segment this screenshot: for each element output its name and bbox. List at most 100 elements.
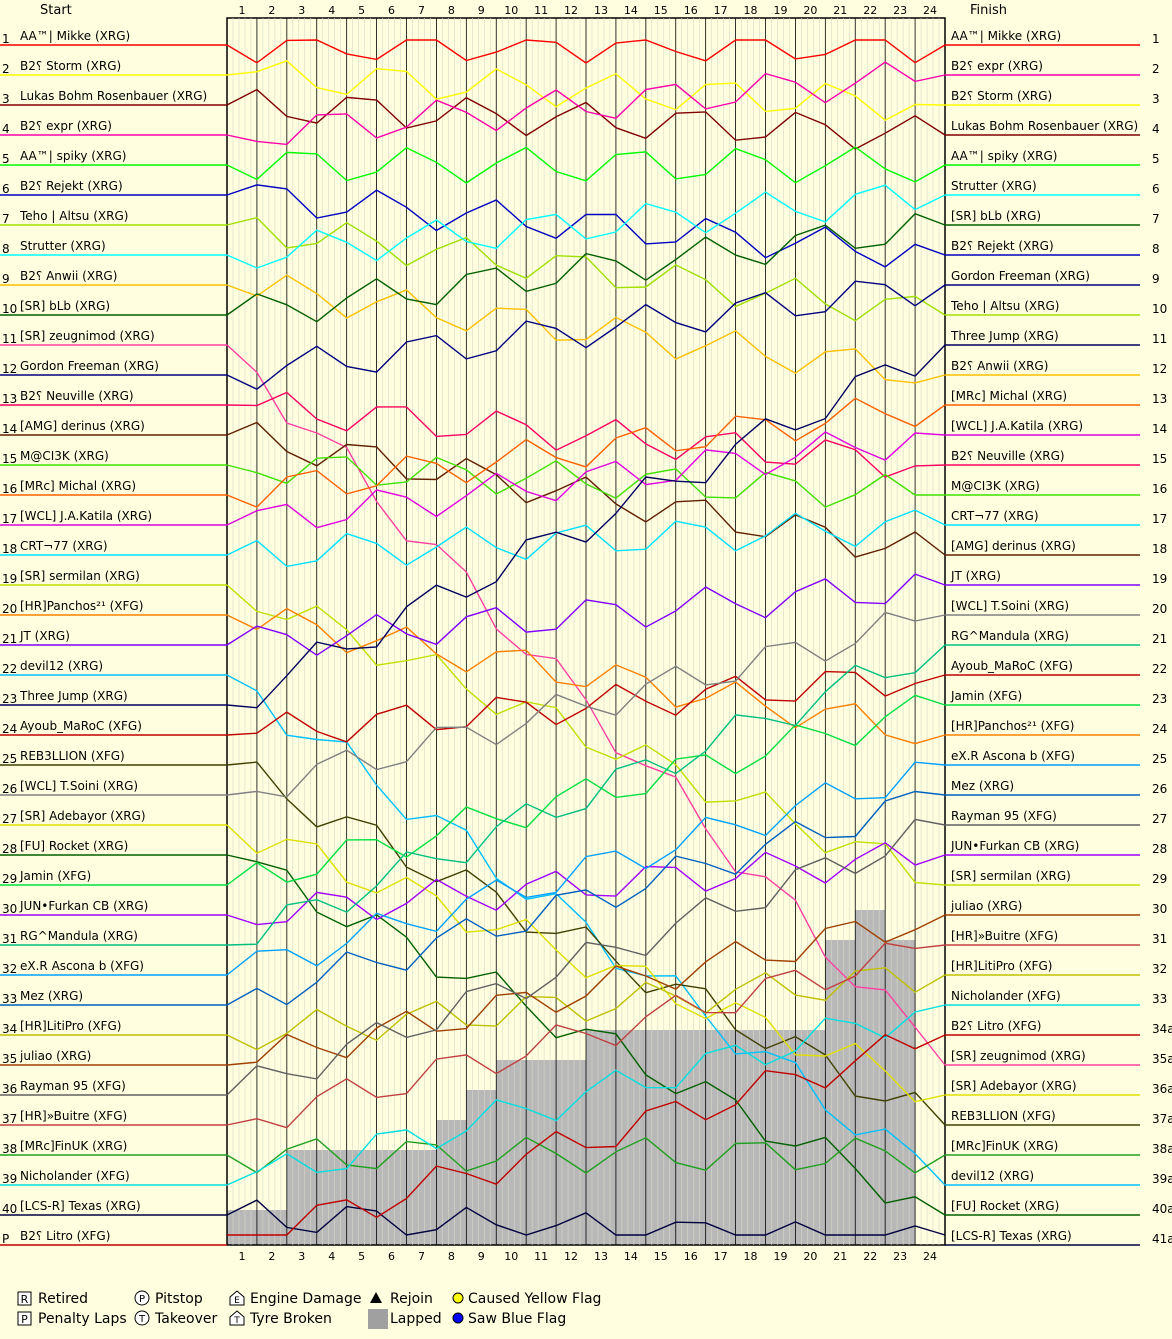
position-trace xyxy=(226,611,946,798)
finish-driver-name: Three Jump (XRG) xyxy=(950,329,1059,343)
position-trace xyxy=(226,854,946,1216)
finish-driver-name: juliao (XRG) xyxy=(950,899,1022,913)
start-position-number: 28 xyxy=(2,842,17,856)
finish-position-number: 31 xyxy=(1152,932,1167,946)
start-driver-name: B2؟ expr (XRG) xyxy=(20,119,112,133)
finish-driver-name: B2؟ Storm (XRG) xyxy=(951,89,1052,103)
lapped-area xyxy=(227,910,916,1245)
finish-driver-name: [FU] Rocket (XRG) xyxy=(951,1199,1059,1213)
finish-driver-name: Gordon Freeman (XRG) xyxy=(951,269,1090,283)
finish-driver-name: [WCL] J.A.Katila (XRG) xyxy=(951,419,1083,433)
lap-label-top: 16 xyxy=(684,4,698,17)
finish-position-number: 24 xyxy=(1152,722,1167,736)
start-position-number: 3 xyxy=(2,92,10,106)
finish-driver-name: JT (XRG) xyxy=(950,569,1001,583)
legend-label: Takeover xyxy=(154,1311,217,1327)
finish-driver-name: B2؟ Litro (XFG) xyxy=(951,1019,1041,1033)
legend-item: R Retired xyxy=(17,1291,88,1307)
legend-icon-letter: P xyxy=(139,1294,145,1305)
lap-label-top: 20 xyxy=(803,4,817,17)
start-position-number: 5 xyxy=(2,152,10,166)
start-driver-name: B2؟ Storm (XRG) xyxy=(20,59,121,73)
finish-driver-name: JUN•Furkan CB (XRG) xyxy=(950,839,1079,853)
grid-lines: 1122334455667788991010111112121313141415… xyxy=(226,4,946,1263)
lapped-block xyxy=(496,1060,527,1245)
lapped-block xyxy=(556,1060,586,1245)
legend-triangle-icon xyxy=(370,1292,382,1303)
finish-position-number: 7 xyxy=(1152,212,1160,226)
lapped-block xyxy=(765,1030,796,1245)
position-trace xyxy=(226,818,946,1096)
position-trace xyxy=(226,431,946,529)
start-position-number: 21 xyxy=(2,632,17,646)
lapped-block xyxy=(645,1030,676,1245)
start-position-number: 18 xyxy=(2,542,17,556)
legend-label: Lapped xyxy=(390,1311,442,1327)
finish-driver-name: [HR]LitiPro (XFG) xyxy=(951,959,1052,973)
start-position-number: 38 xyxy=(2,1142,17,1156)
start-position-number: 7 xyxy=(2,212,10,226)
position-trace xyxy=(226,421,946,558)
position-trace xyxy=(226,644,946,946)
legend-label: Pitstop xyxy=(155,1291,203,1307)
lap-label-top: 14 xyxy=(624,4,638,17)
finish-position-number: 41a xyxy=(1152,1232,1172,1246)
position-trace xyxy=(226,274,946,384)
lap-label-bottom: 16 xyxy=(684,1250,698,1263)
finish-position-number: 21 xyxy=(1152,632,1167,646)
finish-driver-name: [AMG] derinus (XRG) xyxy=(951,539,1076,553)
lap-label-bottom: 4 xyxy=(328,1250,335,1263)
lap-label-bottom: 13 xyxy=(594,1250,608,1263)
legend-icon-letter: P xyxy=(21,1313,28,1326)
legend-label: Saw Blue Flag xyxy=(468,1311,566,1327)
lap-label-bottom: 19 xyxy=(773,1250,787,1263)
start-driver-name: AA™| Mikke (XRG) xyxy=(20,29,130,43)
position-trace xyxy=(226,39,946,64)
finish-driver-name: [WCL] T.Soini (XRG) xyxy=(951,599,1069,613)
finish-driver-name: REB3LLION (XFG) xyxy=(951,1109,1056,1123)
finish-driver-name: [SR] Adebayor (XRG) xyxy=(951,1079,1077,1093)
lap-label-top: 5 xyxy=(358,4,365,17)
position-trace xyxy=(226,914,946,1066)
legend-item: P Penalty Laps xyxy=(17,1311,127,1327)
lap-label-bottom: 6 xyxy=(388,1250,395,1263)
lap-label-bottom: 15 xyxy=(654,1250,668,1263)
lapped-block xyxy=(675,1030,706,1245)
position-trace xyxy=(226,456,945,508)
start-position-number: 8 xyxy=(2,242,10,256)
finish-driver-name: [MRc]FinUK (XRG) xyxy=(951,1139,1058,1153)
start-driver-name: B2؟ Litro (XFG) xyxy=(20,1229,110,1243)
finish-position-number: 33 xyxy=(1152,992,1167,1006)
lapped-block xyxy=(705,1030,736,1245)
legend-label: Caused Yellow Flag xyxy=(468,1291,601,1307)
position-traces xyxy=(226,39,946,1236)
lapped-block xyxy=(855,910,886,1245)
finish-position-number: 5 xyxy=(1152,152,1160,166)
legend-square-icon xyxy=(17,1291,32,1306)
finish-position-number: 36a xyxy=(1152,1082,1172,1096)
lapped-block xyxy=(227,1210,257,1245)
start-driver-name: Three Jump (XRG) xyxy=(19,689,128,703)
legend-item: T Tyre Broken xyxy=(229,1310,332,1327)
finish-driver-name: Strutter (XRG) xyxy=(951,179,1037,193)
finish-driver-name: B2؟ Anwii (XRG) xyxy=(951,359,1048,373)
start-driver-name: RG^Mandula (XRG) xyxy=(20,929,138,943)
finish-driver-name: M@CI3K (XRG) xyxy=(951,479,1040,493)
start-position-number: 11 xyxy=(2,332,17,346)
start-driver-name: [SR] bLb (XRG) xyxy=(20,299,110,313)
finish-position-number: 35a xyxy=(1152,1052,1172,1066)
start-position-number: 35 xyxy=(2,1052,17,1066)
lap-label-top: 21 xyxy=(833,4,847,17)
start-driver-name: JUN•Furkan CB (XRG) xyxy=(19,899,148,913)
start-driver-name: Teho | Altsu (XRG) xyxy=(19,209,128,223)
start-driver-name: CRT¬77 (XRG) xyxy=(20,539,108,553)
lap-label-bottom: 1 xyxy=(238,1250,245,1263)
start-driver-name: B2؟ Anwii (XRG) xyxy=(20,269,117,283)
start-driver-name: [LCS-R] Texas (XRG) xyxy=(20,1199,141,1213)
start-driver-name: [MRc] Michal (XRG) xyxy=(20,479,136,493)
position-trace xyxy=(226,59,946,122)
start-position-number: 34 xyxy=(2,1022,17,1036)
start-position-number: 17 xyxy=(2,512,17,526)
lap-label-top: 12 xyxy=(564,4,578,17)
lapped-block xyxy=(376,1150,407,1245)
